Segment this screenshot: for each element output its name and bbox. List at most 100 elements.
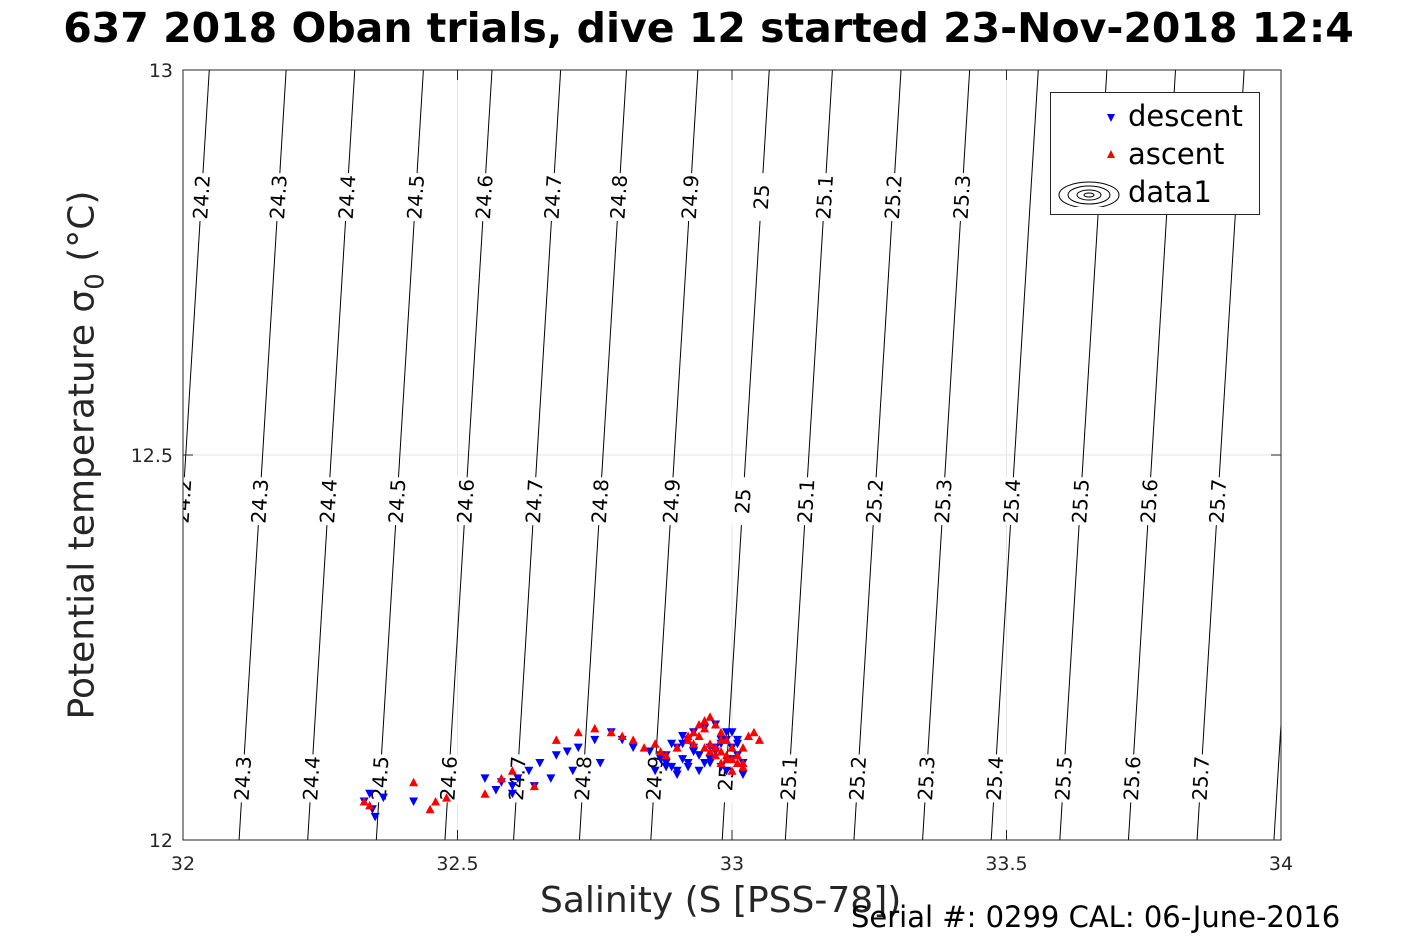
- descent-point: [524, 766, 534, 776]
- contour-label-text: 25.2: [861, 478, 888, 524]
- ascent-point: [365, 800, 375, 810]
- descent-point: [590, 735, 600, 745]
- contour-label-text: 24.8: [587, 478, 614, 524]
- legend-item-ascent: ascent: [1051, 135, 1259, 171]
- contour-label-text: 24.2: [188, 174, 215, 220]
- descent-point: [546, 774, 556, 783]
- ascent-point: [590, 723, 600, 733]
- contour-label: 25.7: [1204, 476, 1232, 526]
- legend: descent ascent data1: [1050, 92, 1260, 215]
- contour-label-text: 25.5: [1067, 478, 1094, 524]
- contour-label: 24.8: [586, 476, 614, 526]
- ascent-point: [694, 731, 704, 741]
- contour-label: 25.6: [1118, 753, 1146, 804]
- contour-label-text: 25.1: [811, 174, 838, 220]
- ascent-point: [661, 750, 671, 760]
- ascent-point: [716, 727, 726, 737]
- descent-point: [507, 782, 517, 791]
- ascent-point: [705, 712, 715, 721]
- ascent-point: [606, 727, 616, 737]
- contour-label-text: 25.7: [1188, 755, 1215, 801]
- ascent-point: [425, 804, 435, 814]
- contour-label-text: 25.3: [949, 174, 976, 220]
- ascent-point: [639, 743, 649, 752]
- ascent-point: [727, 743, 737, 752]
- contour-label: 24.4: [333, 172, 361, 222]
- ascent-point: [722, 754, 732, 764]
- ascent-point: [732, 758, 742, 767]
- ascent-point: [711, 743, 721, 752]
- contour-label-text: 24.4: [298, 755, 325, 801]
- contour-label-text: 24.5: [402, 174, 429, 220]
- contour-label-text: 24.6: [452, 478, 479, 524]
- contour-label-text: 24.8: [605, 174, 632, 220]
- descent-point: [683, 762, 693, 772]
- ascent-point: [738, 743, 748, 752]
- contour-label-text: 25.4: [982, 755, 1009, 801]
- contour-label: 25.2: [879, 172, 907, 222]
- descent-point: [562, 747, 572, 756]
- contour-label-text: 24.3: [265, 174, 292, 220]
- y-axis-label: Potential temperature σ0 (°C): [61, 190, 111, 720]
- contour-label-text: 24.6: [435, 755, 462, 801]
- contour-label-text: 25.5: [1050, 755, 1077, 801]
- ascent-point: [431, 797, 441, 806]
- contour-label-text: 24.7: [521, 478, 548, 524]
- contour-label-text: 24.5: [384, 478, 411, 524]
- contour-label: 24.5: [402, 172, 430, 222]
- contour-label-text: 25.2: [844, 755, 871, 801]
- descent-point: [507, 789, 517, 799]
- contour-ellipses-icon: [1058, 181, 1120, 207]
- contour-label: 25.2: [844, 753, 872, 804]
- ascent-point: [732, 750, 742, 760]
- contour-label-text: 24.9: [677, 174, 704, 220]
- contour-label-text: 25: [730, 488, 756, 515]
- ascent-point: [716, 746, 726, 756]
- contour-label: 24.8: [605, 172, 633, 222]
- descent-point: [491, 785, 501, 795]
- contour-label-text: 25.4: [999, 478, 1026, 524]
- contour-label-text: 24.3: [230, 755, 257, 801]
- ascent-point: [711, 720, 721, 729]
- contour-label: 24.6: [470, 172, 498, 222]
- contour-line: [990, 70, 1039, 840]
- contour-label: 24.9: [676, 172, 704, 222]
- descent-point: [722, 728, 732, 737]
- y-tick-label: 12.5: [131, 445, 173, 467]
- contour-label: 25: [729, 476, 757, 526]
- descent-point: [661, 762, 671, 772]
- contour-label: 24.4: [314, 476, 342, 526]
- triangle-down-icon: [1107, 114, 1115, 122]
- ascent-point: [496, 773, 506, 783]
- ascent-point: [700, 743, 710, 752]
- contour-label-text: 24.7: [540, 174, 567, 220]
- ascent-point: [711, 750, 721, 760]
- ascent-point: [442, 793, 452, 802]
- ascent-point: [617, 731, 627, 741]
- contour-label-text: 25.1: [776, 755, 803, 801]
- contour-label: 24.8: [569, 753, 597, 804]
- contour-label: 25.2: [861, 476, 889, 526]
- legend-item-data1: data1: [1051, 173, 1259, 209]
- x-tick-label: 33.5: [985, 853, 1027, 875]
- descent-point: [678, 755, 688, 764]
- contour-label: 24.7: [520, 476, 548, 526]
- descent-point: [378, 793, 388, 803]
- descent-point: [650, 766, 660, 776]
- ascent-point: [507, 766, 517, 775]
- descent-point: [409, 797, 419, 806]
- ascent-point: [656, 746, 666, 756]
- descent-point: [365, 789, 375, 799]
- ascent-point: [480, 789, 490, 798]
- ascent-point: [683, 731, 693, 741]
- contour-label-text: 25.3: [930, 478, 957, 524]
- descent-point: [678, 732, 688, 741]
- contour-label-text: 25.1: [793, 478, 820, 524]
- ascent-point: [628, 735, 638, 744]
- y-tick-label: 13: [149, 60, 173, 82]
- ascent-point: [716, 758, 726, 767]
- descent-point: [689, 747, 699, 756]
- contour-label: 24.7: [539, 172, 567, 222]
- contour-label: 25.5: [1067, 476, 1094, 526]
